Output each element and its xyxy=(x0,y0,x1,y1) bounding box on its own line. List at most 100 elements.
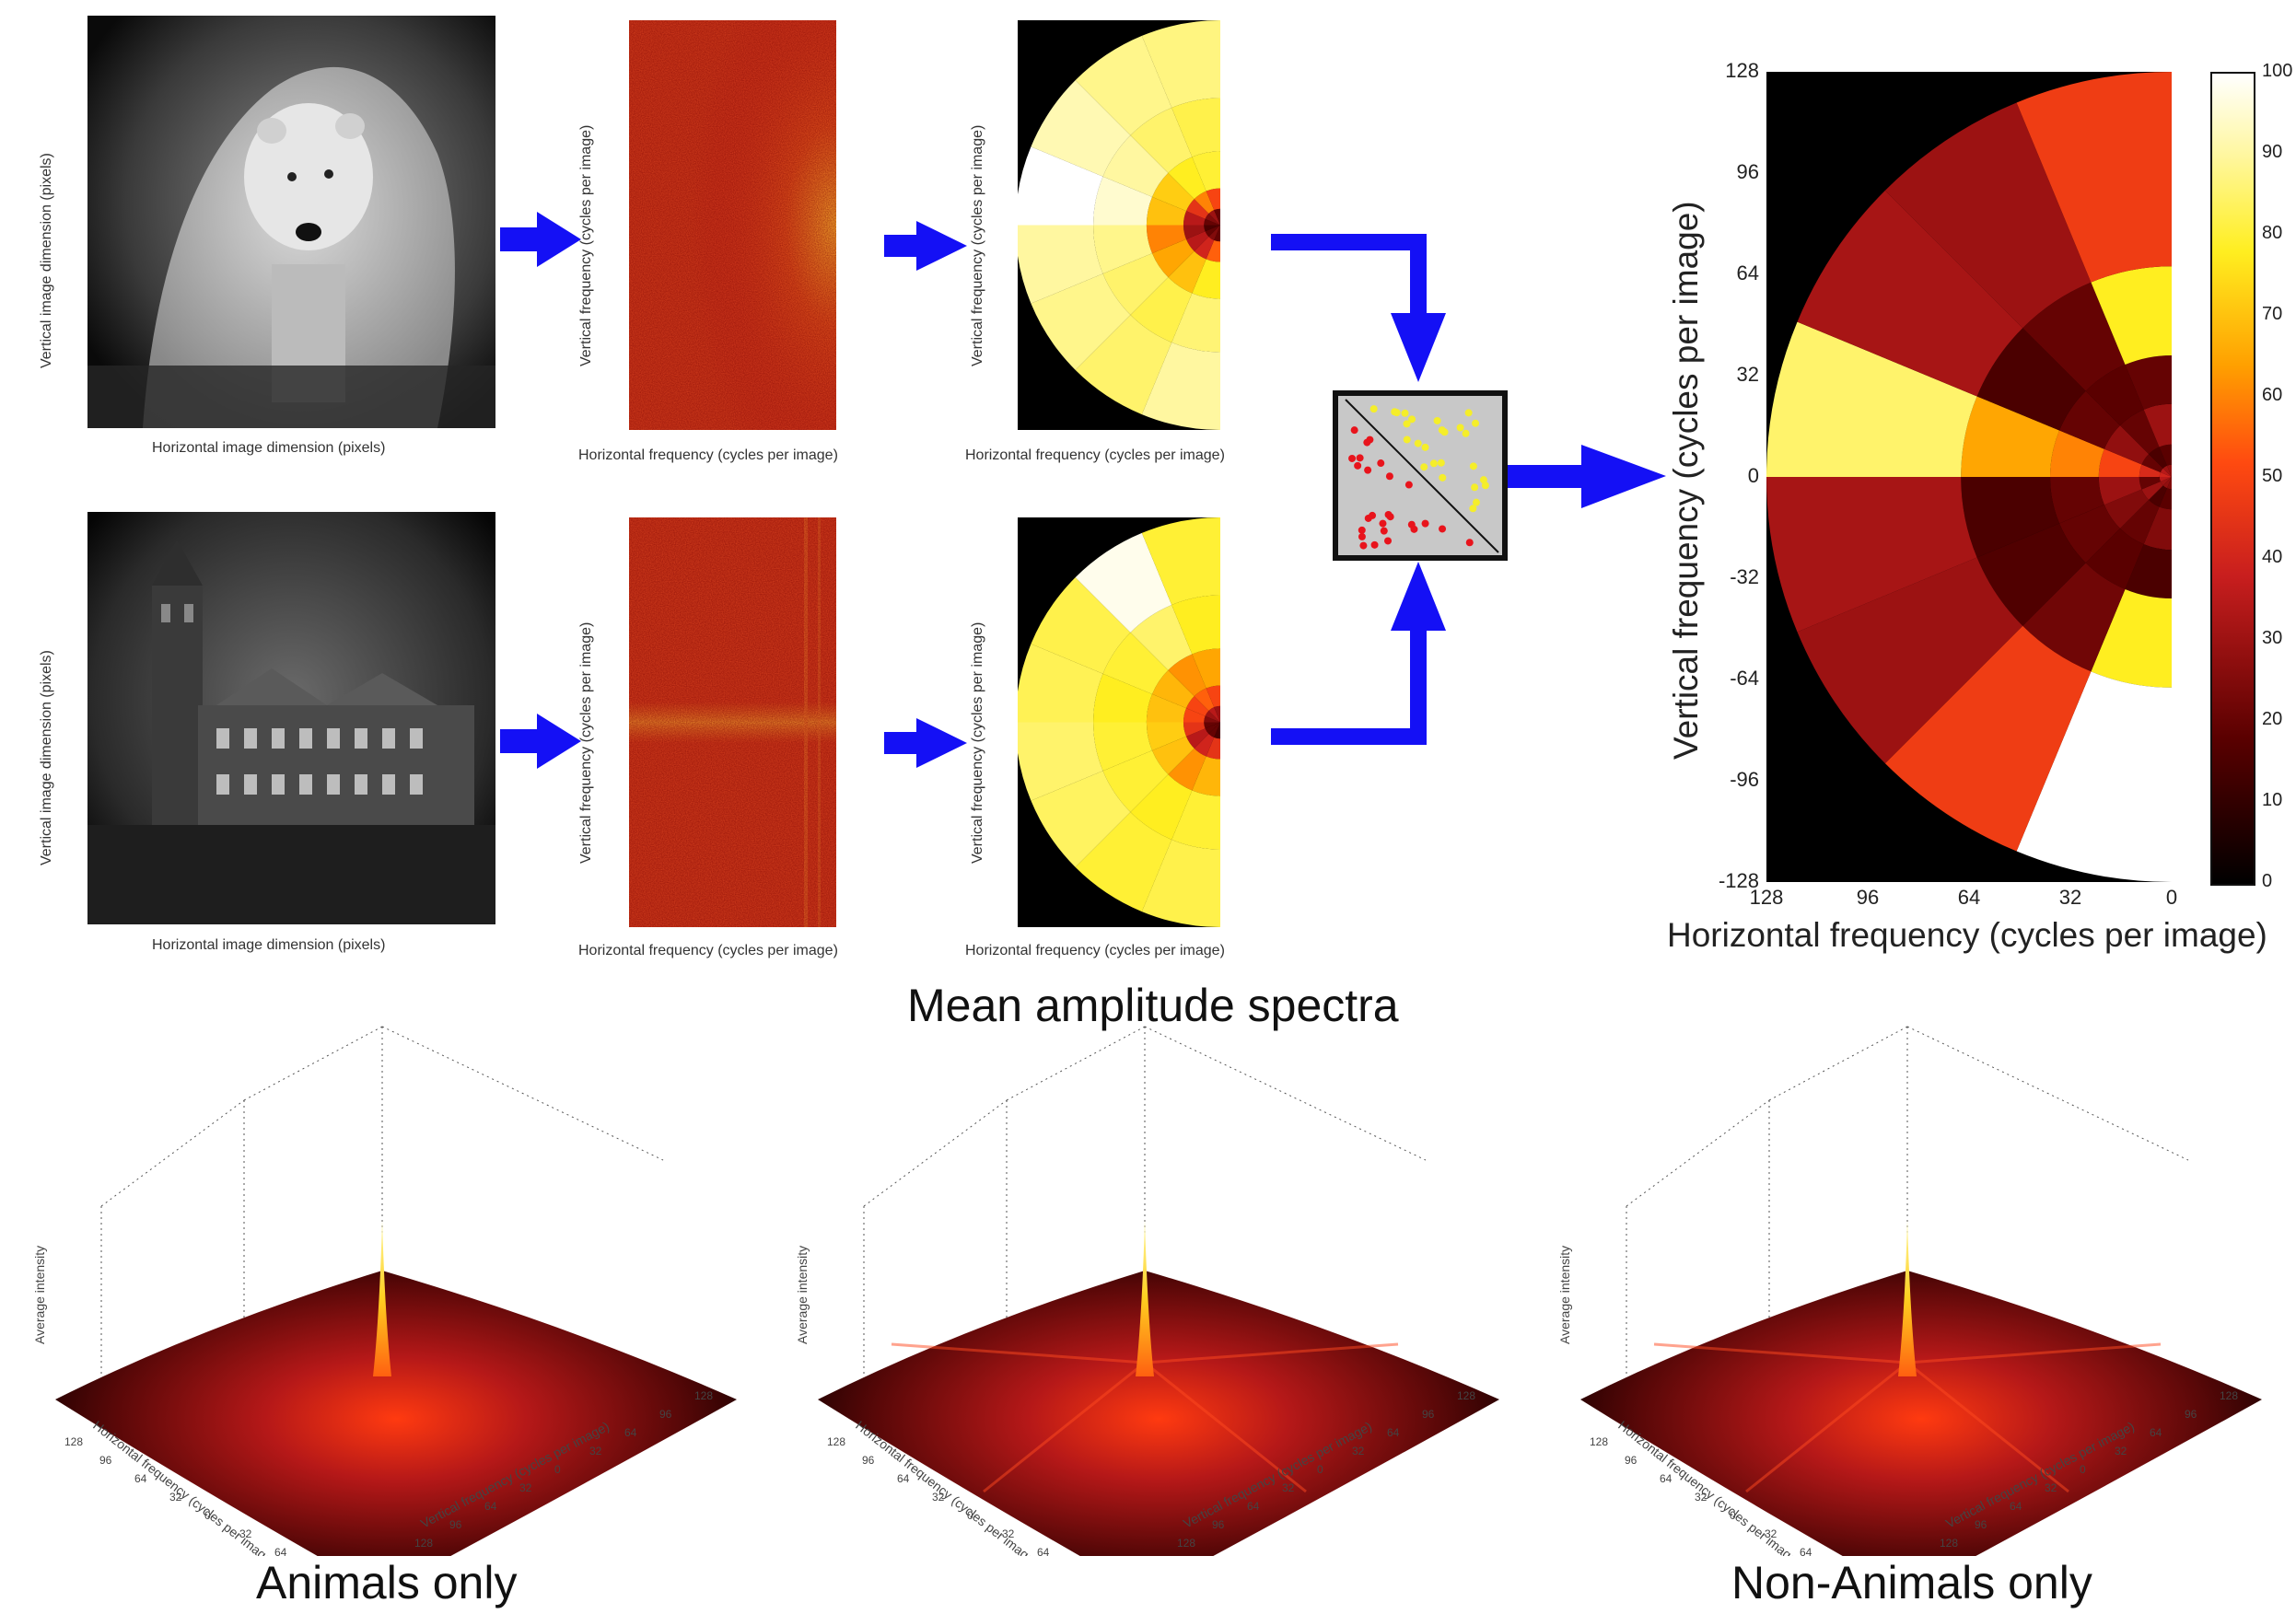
polar-sector xyxy=(1171,790,1220,850)
polar-xlabel-1: Horizontal frequency (cycles per image) xyxy=(965,447,1225,463)
surface-tick-left: 64 xyxy=(1660,1472,1672,1485)
class-b-dot xyxy=(1420,463,1428,471)
colorbar-tick: 100 xyxy=(2262,61,2293,81)
arrow-right-icon xyxy=(884,718,967,768)
surface-tick-left: 96 xyxy=(1625,1454,1638,1467)
surface-zlabel: Average intensity xyxy=(1557,1246,1572,1344)
surface-tick-left: 0 xyxy=(204,1509,211,1522)
surface-tick-left: 32 xyxy=(239,1527,252,1540)
connector-arrow-up xyxy=(1271,562,1446,745)
polar-sector xyxy=(1031,273,1131,370)
connector-arrow-down xyxy=(1271,234,1446,382)
polar-sector xyxy=(1206,188,1220,211)
polar-sector xyxy=(1130,774,1193,840)
result-xlabel: Horizontal frequency (cycles per image) xyxy=(1667,916,2267,954)
result-xtick: 128 xyxy=(1749,886,1784,909)
class-a-dot xyxy=(1350,426,1358,435)
surface-tick-right: 32 xyxy=(2115,1445,2127,1457)
result-ytick: -128 xyxy=(1718,869,1759,892)
polar-sector xyxy=(1102,134,1169,197)
surface-tick-left: 32 xyxy=(1002,1527,1015,1540)
surface-zlabel: Average intensity xyxy=(795,1246,810,1344)
class-b-dot xyxy=(1471,483,1479,492)
surface-mesh xyxy=(55,1271,737,1593)
class-a-dot xyxy=(1348,454,1357,462)
polar-sector xyxy=(1075,35,1172,135)
class-a-dot xyxy=(1465,539,1474,547)
class-b-dot xyxy=(1469,462,1477,470)
class-b-dot xyxy=(1479,476,1487,484)
result-sector xyxy=(2139,477,2161,490)
polar-sector xyxy=(1185,696,1209,716)
result-sector xyxy=(2160,477,2172,486)
polar-sector xyxy=(1206,685,1220,708)
result-sector xyxy=(2085,528,2144,589)
classifier-box xyxy=(1333,390,1508,561)
result-ytick: -64 xyxy=(1730,667,1759,690)
polar-sector xyxy=(1185,199,1209,219)
mean-spectra-caption: Mean amplitude spectra xyxy=(907,980,1399,1031)
result-sector xyxy=(1961,396,2060,477)
result-ytick: 0 xyxy=(1747,464,1759,487)
result-xtick: 64 xyxy=(1957,886,1981,909)
class-b-dot xyxy=(1433,416,1441,424)
surface-tick-left: 64 xyxy=(134,1472,147,1485)
colorbar-tick: 70 xyxy=(2262,304,2283,324)
class-a-dot xyxy=(1364,514,1372,522)
polar-sector xyxy=(1208,210,1220,226)
surface-tick-right: 96 xyxy=(1975,1518,1987,1531)
polar-sector xyxy=(1185,231,1209,251)
result-sector xyxy=(2125,544,2172,598)
class-b-dot xyxy=(1464,409,1473,417)
polar-sector xyxy=(1192,648,1220,689)
class-b-dot xyxy=(1393,409,1401,417)
class-b-dot xyxy=(1403,435,1411,444)
class-b-dot xyxy=(1403,420,1411,428)
surface-tick-right: 128 xyxy=(1177,1537,1195,1550)
polar-sector xyxy=(1168,748,1206,791)
polar-sector xyxy=(1151,172,1195,212)
result-sector xyxy=(2159,471,2172,477)
colorbar-tick: 40 xyxy=(2262,547,2283,567)
polar-sector xyxy=(1151,238,1195,278)
class-b-dot xyxy=(1429,459,1438,468)
class-a-dot xyxy=(1366,435,1374,444)
result-sector xyxy=(1766,321,1977,477)
polar-sector xyxy=(1151,669,1195,709)
polar-sector xyxy=(1194,688,1215,711)
result-sector xyxy=(1976,523,2086,626)
result-sector xyxy=(2022,563,2126,672)
result-sector xyxy=(2091,266,2172,366)
result-sector xyxy=(1961,477,2060,558)
result-sector xyxy=(2139,464,2161,477)
polar-sector xyxy=(1185,728,1209,749)
spectrum-ylabel-2: Vertical frequency (cycles per image) xyxy=(578,621,594,864)
polar-bear-photo xyxy=(87,16,495,428)
polar-sector xyxy=(1206,737,1220,760)
polar-sector xyxy=(1214,705,1220,723)
class-b-dot xyxy=(1472,498,1480,506)
polar-sector xyxy=(1141,20,1220,109)
result-ytick: 96 xyxy=(1736,160,1759,183)
polar-sector xyxy=(1192,151,1220,192)
polar-sector xyxy=(1093,673,1152,723)
polar-sector xyxy=(1141,839,1220,927)
arrow-right-icon xyxy=(500,212,581,267)
nonanimals-caption: Non-Animals only xyxy=(1731,1557,2092,1608)
class-a-dot xyxy=(1377,459,1385,468)
polar-sector-map-2 xyxy=(1018,517,1220,927)
colorbar-tick: 0 xyxy=(2262,871,2273,891)
class-a-dot xyxy=(1384,510,1393,518)
polar-sector xyxy=(1183,211,1206,226)
surface-tick-left: 64 xyxy=(1800,1546,1812,1556)
polar-sector xyxy=(1208,722,1220,737)
surface-tick-left: 32 xyxy=(1765,1527,1777,1540)
result-sector xyxy=(2104,489,2150,529)
result-sector xyxy=(2119,499,2160,545)
result-xtick: 32 xyxy=(2058,886,2082,909)
surface-plot-mixed: Average intensity Horizontal frequency (c… xyxy=(781,1013,1518,1596)
polar-sector xyxy=(1151,736,1195,775)
polar-sector xyxy=(1075,812,1172,912)
class-b-dot xyxy=(1481,482,1489,490)
surface-mesh xyxy=(818,1271,1499,1593)
